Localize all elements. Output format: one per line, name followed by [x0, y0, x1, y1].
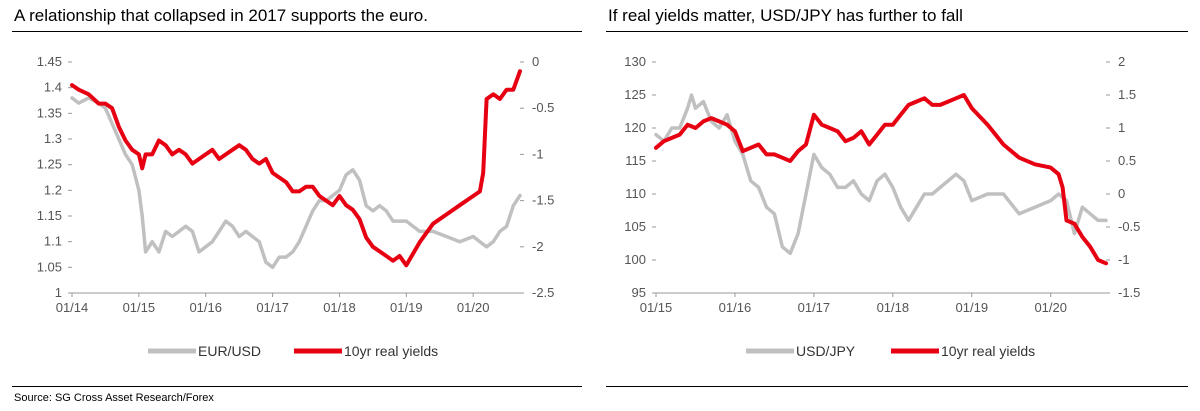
right-left-tick-label: 110	[625, 186, 646, 201]
left-right-tick-label: 0	[532, 54, 539, 69]
right-chart-panel: If real yields matter, USD/JPY has furth…	[606, 0, 1188, 392]
left-x-tick-label: 01/19	[390, 300, 423, 315]
right-x-tick-label: 01/16	[719, 300, 752, 315]
left-left-tick-label: 1.45	[37, 54, 62, 69]
right-right-tick-label: 0	[1118, 186, 1125, 201]
right-x-tick-label: 01/20	[1034, 300, 1067, 315]
left-legend-label: EUR/USD	[198, 343, 261, 359]
left-series-line-primary	[70, 96, 522, 270]
right-x-tick-label: 01/15	[640, 300, 673, 315]
left-right-tick-label: -2	[532, 239, 544, 254]
left-x-tick-label: 01/18	[323, 300, 356, 315]
left-series-line-real-yields	[70, 69, 522, 268]
right-right-tick-label: 0.5	[1118, 153, 1136, 168]
left-chart-panel: A relationship that collapsed in 2017 su…	[12, 0, 582, 392]
left-title-rule	[12, 31, 582, 32]
right-legend-label: USD/JPY	[796, 343, 856, 359]
left-chart-title: A relationship that collapsed in 2017 su…	[14, 6, 428, 25]
left-left-tick-label: 1.25	[37, 157, 62, 172]
right-right-tick-label: 2	[1118, 54, 1125, 69]
right-left-tick-label: 115	[625, 153, 646, 168]
left-x-tick-label: 01/14	[56, 300, 89, 315]
left-left-tick-label: 1.15	[37, 208, 62, 223]
source-note: Source: SG Cross Asset Research/Forex	[14, 392, 214, 404]
right-right-tick-label: 1	[1118, 120, 1125, 135]
left-x-tick-label: 01/15	[123, 300, 156, 315]
right-left-tick-label: 120	[624, 120, 646, 135]
right-right-tick-label: -1	[1118, 252, 1130, 267]
right-chart: 95 100 105 110 115 120 125 130 2 1.5 1 0.5 0 -0.5 -1 -1…	[624, 54, 1140, 359]
left-left-tick-label: 1.4	[44, 80, 62, 95]
right-left-tick-label: 130	[624, 54, 646, 69]
left-x-tick-label: 01/16	[189, 300, 222, 315]
left-left-tick-label: 1.3	[44, 131, 62, 146]
right-left-tick-label: 100	[624, 252, 646, 267]
left-x-tick-label: 01/17	[256, 300, 289, 315]
left-left-tick-label: 1	[55, 285, 62, 300]
left-x-tick-label: 01/20	[457, 300, 490, 315]
left-right-tick-label: -2.5	[532, 285, 554, 300]
left-right-tick-label: -1.5	[532, 193, 554, 208]
left-chart: 1 1.05 1.1 1.15 1.2 1.25 1.3 1.35 1.4 1.45 0 -0.5 -1…	[37, 54, 555, 359]
right-series-line-real-yields	[654, 93, 1108, 266]
left-left-tick-label: 1.2	[44, 182, 62, 197]
right-title-rule	[606, 31, 1188, 32]
right-left-tick-label: 95	[632, 285, 646, 300]
right-right-tick-label: -0.5	[1118, 219, 1140, 234]
left-legend-label: 10yr real yields	[344, 343, 438, 359]
left-left-tick-label: 1.1	[44, 234, 62, 249]
right-right-tick-label: -1.5	[1118, 285, 1140, 300]
left-right-tick-label: -0.5	[532, 100, 554, 115]
right-x-tick-label: 01/17	[798, 300, 831, 315]
left-bottom-rule	[12, 386, 582, 387]
left-left-tick-label: 1.35	[37, 105, 62, 120]
right-left-tick-label: 125	[624, 87, 646, 102]
right-x-tick-label: 01/18	[877, 300, 910, 315]
right-series-line-primary	[654, 93, 1108, 256]
left-left-tick-label: 1.05	[37, 259, 62, 274]
right-bottom-rule	[606, 386, 1188, 387]
right-right-tick-label: 1.5	[1118, 87, 1136, 102]
right-x-tick-label: 01/19	[956, 300, 989, 315]
right-legend-label: 10yr real yields	[941, 343, 1035, 359]
right-left-tick-label: 105	[624, 219, 646, 234]
right-chart-title: If real yields matter, USD/JPY has furth…	[608, 6, 963, 25]
left-right-tick-label: -1	[532, 146, 544, 161]
